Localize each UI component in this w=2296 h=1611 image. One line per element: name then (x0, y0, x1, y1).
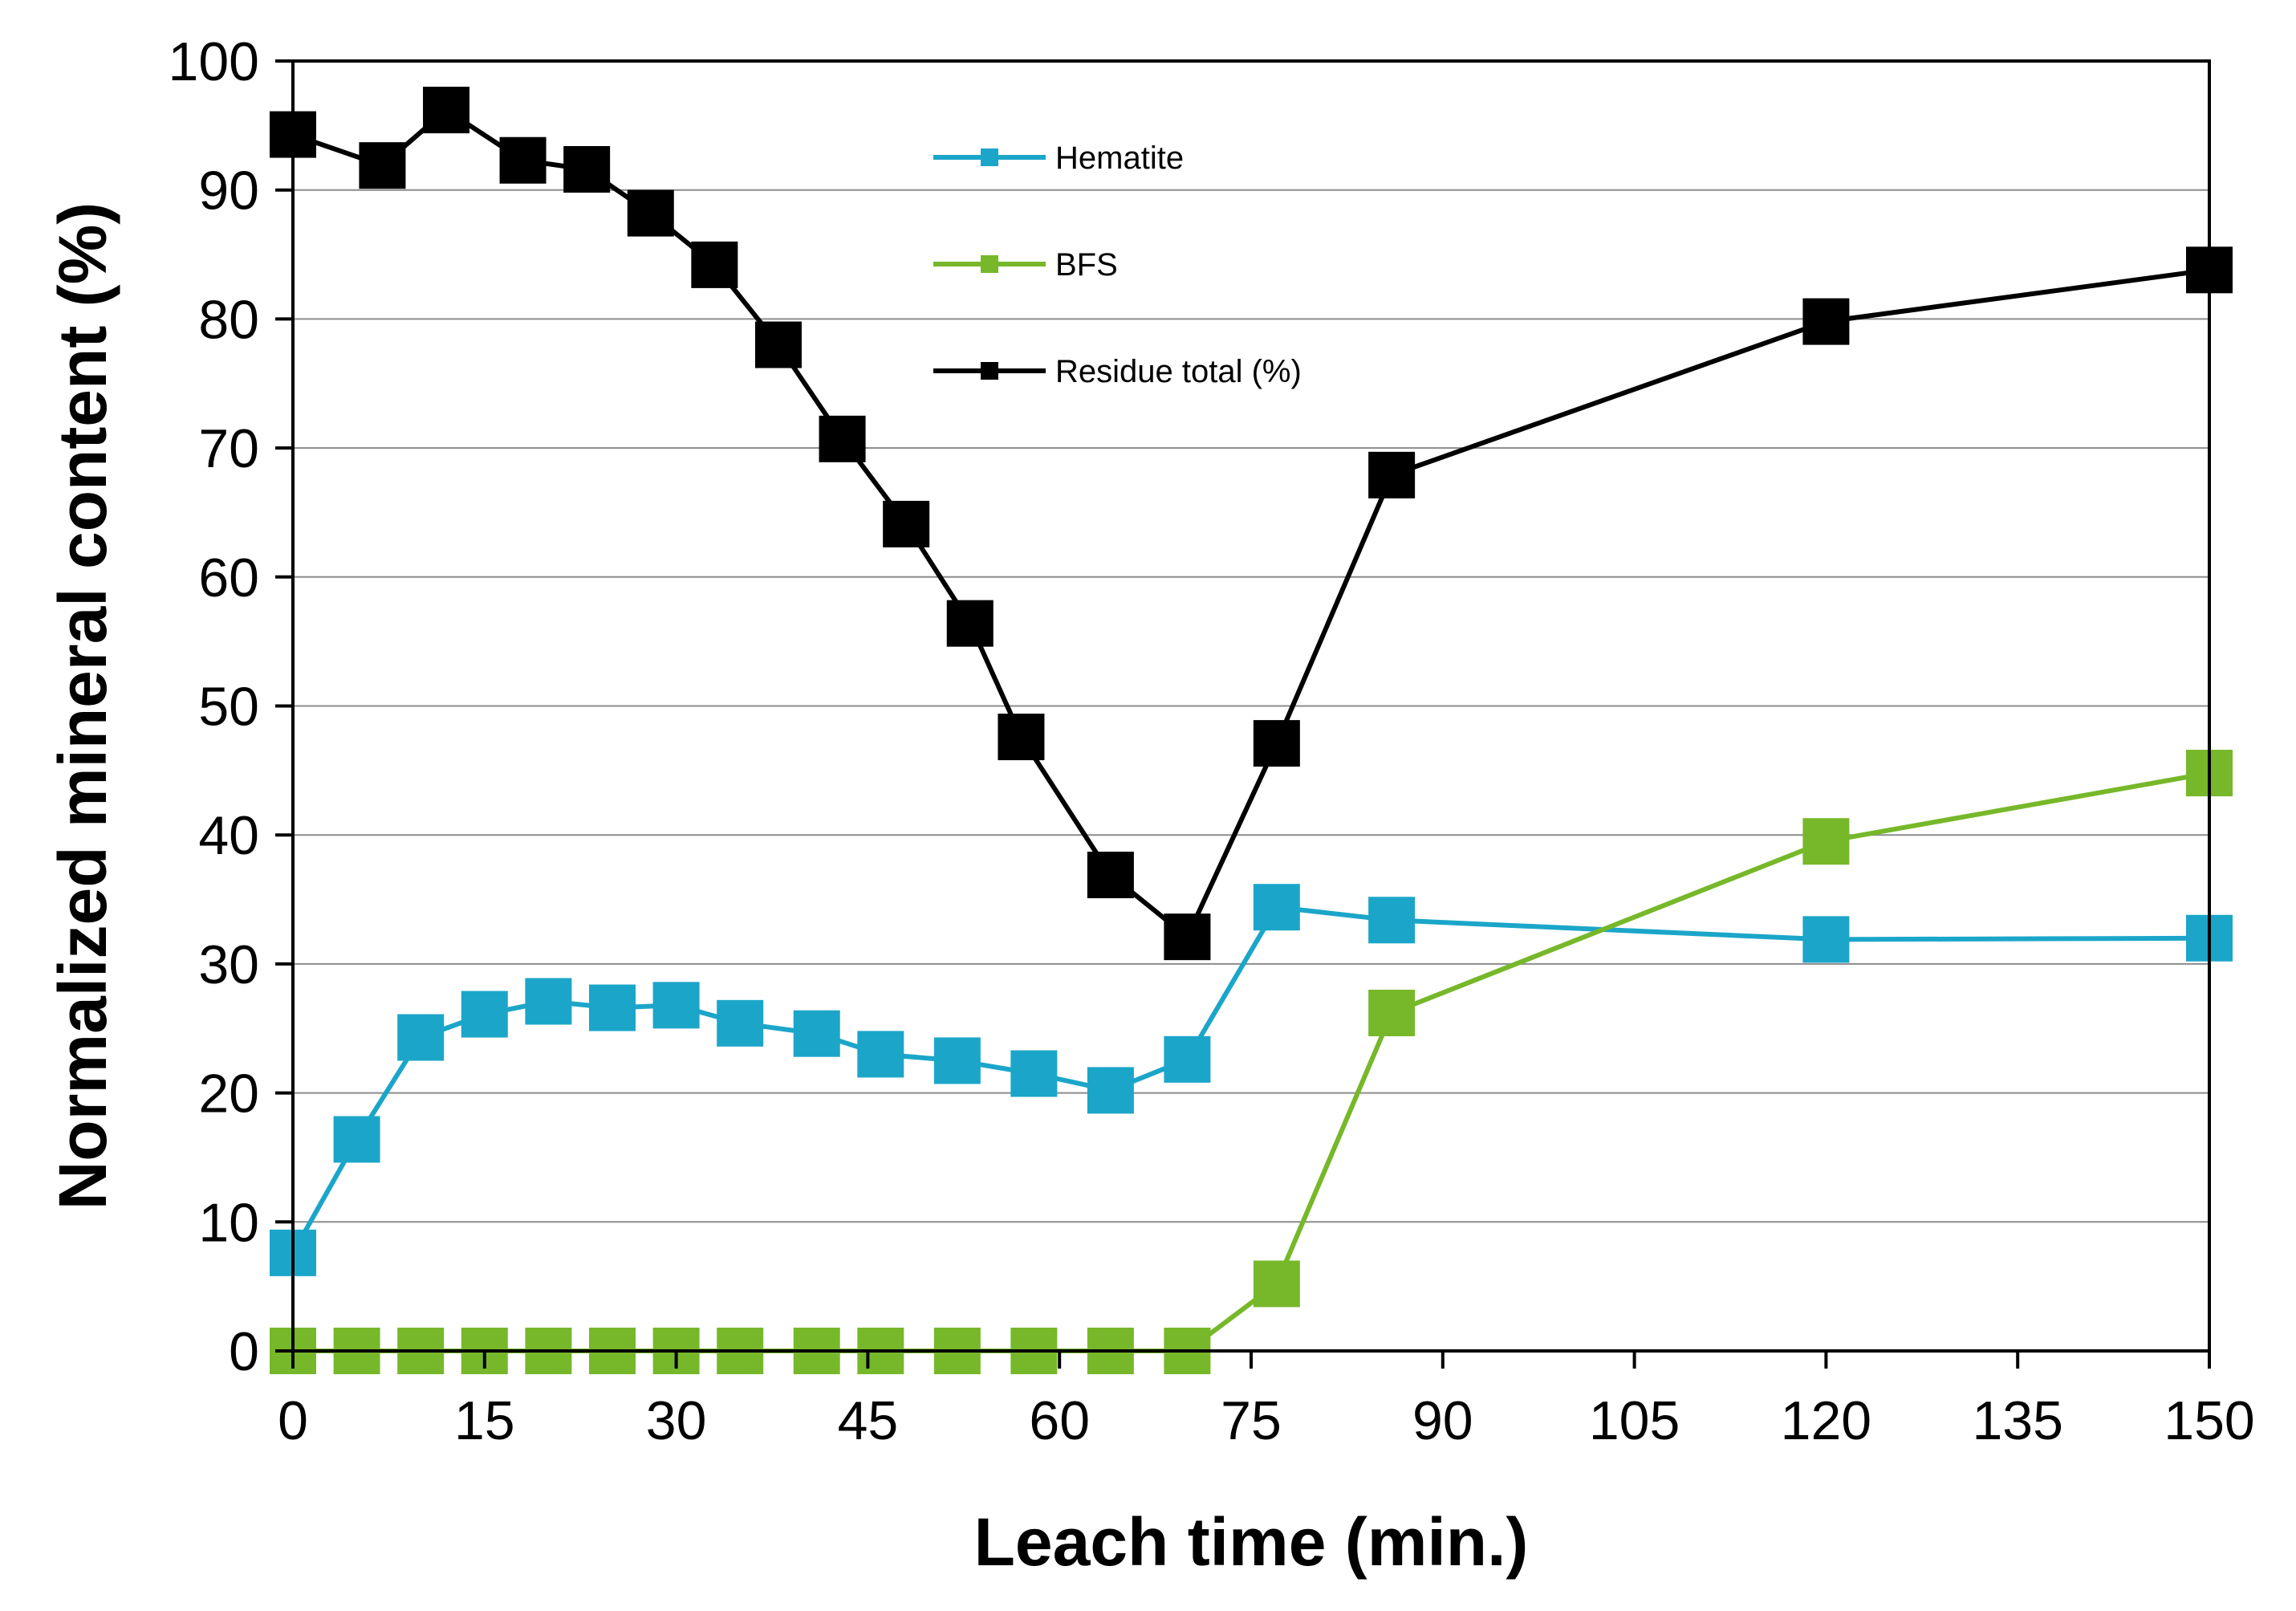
data-point (1368, 451, 1416, 498)
x-tick-label: 0 (278, 1390, 308, 1451)
data-point (754, 321, 802, 368)
legend-swatch-marker (981, 255, 998, 273)
y-tick-label: 80 (198, 289, 259, 350)
data-point (1253, 720, 1300, 767)
x-tick-label: 90 (1412, 1390, 1473, 1451)
data-point (627, 189, 674, 237)
x-tick-label: 30 (646, 1390, 707, 1451)
legend-label: Residue total (%) (1055, 354, 1302, 389)
legend-item: Hematite (933, 140, 1184, 176)
y-tick-label: 100 (169, 31, 259, 92)
x-tick-label: 60 (1029, 1390, 1090, 1451)
legend-label: Hematite (1055, 140, 1184, 176)
legend-label: BFS (1055, 247, 1118, 283)
data-point (883, 500, 930, 547)
data-point (819, 415, 866, 462)
y-tick-label: 50 (198, 677, 259, 738)
legend-swatch-marker (981, 362, 998, 380)
legend-item: BFS (933, 247, 1118, 283)
y-tick-label: 0 (229, 1321, 259, 1382)
y-tick-label: 20 (198, 1064, 259, 1125)
x-tick-label: 120 (1781, 1390, 1871, 1451)
data-point (461, 991, 508, 1038)
x-tick-label: 15 (454, 1390, 515, 1451)
data-point (652, 982, 700, 1029)
data-point (1802, 916, 1850, 963)
data-point (423, 87, 470, 134)
data-point (563, 145, 611, 193)
x-tick-label: 75 (1221, 1390, 1282, 1451)
legend: Hematite BFS Residue total (%) (933, 140, 1302, 389)
data-point (499, 136, 547, 184)
data-point (1802, 298, 1850, 345)
data-point (933, 1037, 981, 1084)
data-point (589, 984, 636, 1031)
data-point (333, 1116, 380, 1163)
data-point (1802, 818, 1850, 865)
y-tick-label: 90 (198, 161, 259, 222)
x-tick-label: 150 (2164, 1390, 2254, 1451)
data-point (793, 1010, 840, 1057)
data-point (359, 142, 406, 189)
x-tick-label: 45 (838, 1390, 899, 1451)
y-tick-label: 60 (198, 547, 259, 608)
data-point (1253, 884, 1300, 931)
data-point (717, 999, 764, 1047)
data-point (525, 978, 572, 1025)
legend-item: Residue total (%) (933, 354, 1302, 389)
y-tick-label: 70 (198, 418, 259, 479)
data-point (1253, 1260, 1300, 1308)
legend-swatch-marker (981, 148, 998, 166)
data-point (857, 1031, 904, 1078)
x-tick-label: 105 (1589, 1390, 1680, 1451)
data-point (397, 1014, 445, 1061)
data-point (691, 241, 738, 288)
data-point (1164, 1035, 1211, 1083)
data-point (1368, 989, 1416, 1036)
y-tick-label: 40 (198, 805, 259, 866)
x-tick-label: 135 (1972, 1390, 2062, 1451)
data-point (1164, 913, 1211, 961)
data-point (1087, 1067, 1134, 1114)
y-axis-title: Normalized mineral content (%) (45, 202, 120, 1210)
gridlines (293, 189, 2209, 1223)
data-point (1368, 897, 1416, 944)
data-point (946, 600, 994, 647)
x-axis-title: Leach time (min.) (974, 1504, 1529, 1580)
series-0 (270, 884, 2233, 1276)
y-tick-label: 30 (198, 934, 259, 995)
axis-ticks: 0 10 20 30 40 50 60 70 80 90 100 0 15 30 45 60 75 90 105 12… (169, 31, 2255, 1451)
data-point (998, 714, 1045, 761)
data-point (1010, 1050, 1058, 1097)
series-2 (270, 87, 2233, 961)
data-point (1087, 852, 1134, 899)
y-tick-label: 10 (198, 1192, 259, 1253)
